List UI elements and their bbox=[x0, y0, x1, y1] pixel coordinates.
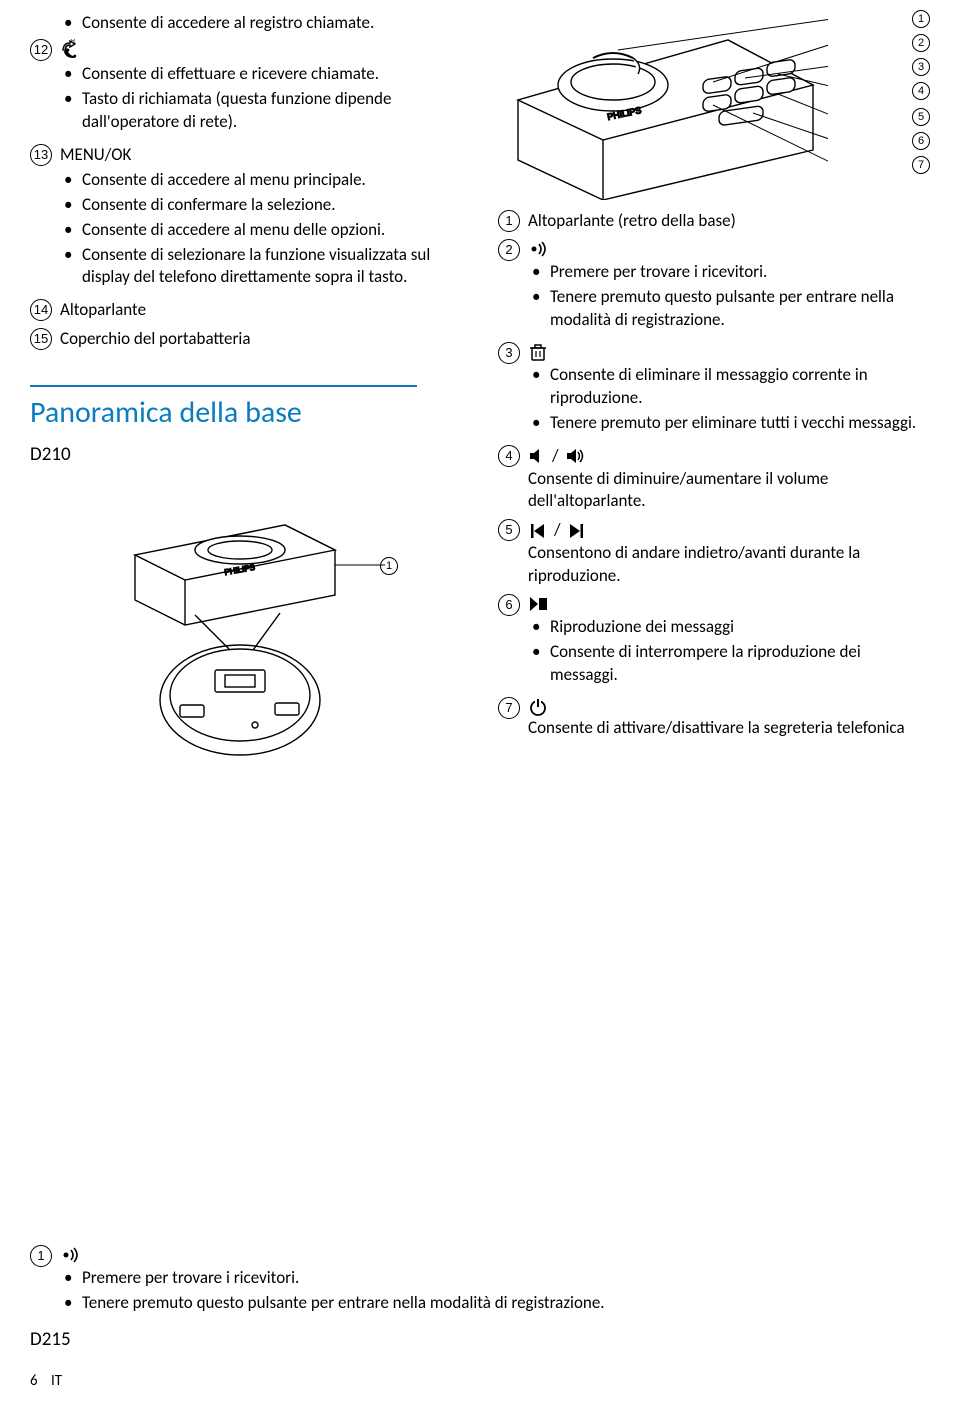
separator: / bbox=[554, 519, 561, 542]
item-number: 2 bbox=[498, 239, 520, 261]
footer-block: 1 Premere per trovare i ricevitori. Tene… bbox=[30, 1245, 930, 1361]
volume-down-icon bbox=[528, 446, 546, 466]
continuation-block: Consente di accedere al registro chiamat… bbox=[30, 12, 460, 35]
device-callout: 4 bbox=[912, 82, 930, 100]
item-number: 13 bbox=[30, 144, 52, 166]
device-callout: 1 bbox=[912, 10, 930, 28]
item-number: 7 bbox=[498, 697, 520, 719]
bullet-text: Tenere premuto per eliminare tutti i vec… bbox=[550, 412, 930, 435]
skip-prev-icon bbox=[528, 521, 548, 541]
item-label: MENU/OK bbox=[60, 144, 460, 167]
bullet-text: Consente di accedere al menu principale. bbox=[82, 169, 460, 192]
bullet-text: Tenere premuto questo pulsante per entra… bbox=[82, 1292, 930, 1315]
base-item-1: 1 Altoparlante (retro della base) bbox=[498, 210, 930, 233]
item-number: 3 bbox=[498, 342, 520, 364]
d210-diagram: PHILIPS 1 bbox=[30, 485, 460, 765]
item-number: 1 bbox=[30, 1245, 52, 1267]
volume-up-icon bbox=[565, 446, 587, 466]
device-callout: 3 bbox=[912, 58, 930, 76]
base-item-6: 6 Riproduzione dei messaggi Consente di … bbox=[498, 594, 930, 691]
page-lang: IT bbox=[51, 1372, 62, 1390]
paging-icon bbox=[528, 239, 550, 259]
power-icon bbox=[528, 697, 548, 717]
base-item-4: 4 / Consente di diminuire/aumentare il v… bbox=[498, 445, 930, 514]
base-item-5: 5 / Consentono di andare indietro/avanti… bbox=[498, 519, 930, 588]
bullet-text: Tasto di richiamata (questa funzione dip… bbox=[82, 88, 460, 134]
device-callout: 2 bbox=[912, 34, 930, 52]
base-item-2: 2 Premere per trovare i ricevitori. Tene… bbox=[498, 239, 930, 336]
bullet-text: Riproduzione dei messaggi bbox=[550, 616, 930, 639]
bullet-text: Consente di interrompere la riproduzione… bbox=[550, 641, 930, 687]
item-number: 6 bbox=[498, 594, 520, 616]
item-14: 14 Altoparlante bbox=[30, 299, 460, 322]
separator: / bbox=[552, 445, 559, 468]
redial-icon bbox=[60, 39, 82, 61]
item-13: 13 MENU/OK Consente di accedere al menu … bbox=[30, 144, 460, 294]
play-stop-icon bbox=[528, 594, 550, 614]
bullet-text: Premere per trovare i ricevitori. bbox=[550, 261, 930, 284]
model-label: D210 bbox=[30, 442, 460, 468]
item-label: Altoparlante (retro della base) bbox=[528, 210, 930, 233]
item-number: 4 bbox=[498, 445, 520, 467]
item-number: 12 bbox=[30, 39, 52, 61]
d215-base-diagram: PHILIPS bbox=[498, 10, 930, 210]
footer-item-1: 1 Premere per trovare i ricevitori. Tene… bbox=[30, 1245, 930, 1319]
base-item-3: 3 Consente di eliminare il messaggio cor… bbox=[498, 342, 930, 439]
paging-icon bbox=[60, 1245, 82, 1265]
item-text: Consentono di andare indietro/avanti dur… bbox=[528, 542, 930, 588]
bullet-text: Consente di selezionare la funzione visu… bbox=[82, 244, 460, 290]
trash-icon bbox=[528, 342, 548, 362]
bullet-text: Consente di confermare la selezione. bbox=[82, 194, 460, 217]
item-label: Coperchio del portabatteria bbox=[60, 328, 460, 351]
item-number: 5 bbox=[498, 519, 520, 541]
page-footer: 6 IT bbox=[30, 1371, 62, 1391]
item-15: 15 Coperchio del portabatteria bbox=[30, 328, 460, 351]
item-label: Altoparlante bbox=[60, 299, 460, 322]
footer-model: D215 bbox=[30, 1327, 930, 1353]
device-callout: 5 bbox=[912, 108, 930, 126]
section-title: Panoramica della base bbox=[30, 385, 417, 434]
device-callout: 7 bbox=[912, 156, 930, 174]
item-number: 15 bbox=[30, 328, 52, 350]
bullet-text: Consente di eliminare il messaggio corre… bbox=[550, 364, 930, 410]
bullet-text: Consente di accedere al registro chiamat… bbox=[82, 12, 460, 35]
bullet-text: Premere per trovare i ricevitori. bbox=[82, 1267, 930, 1290]
item-12: 12 Consente di effettuare e ricevere chi… bbox=[30, 39, 460, 138]
item-text: Consente di diminuire/aumentare il volum… bbox=[528, 468, 930, 514]
base-item-7: 7 Consente di attivare/disattivare la se… bbox=[498, 697, 930, 740]
page-number: 6 bbox=[30, 1372, 38, 1390]
bullet-text: Consente di accedere al menu delle opzio… bbox=[82, 219, 460, 242]
skip-next-icon bbox=[567, 521, 587, 541]
bullet-text: Consente di effettuare e ricevere chiama… bbox=[82, 63, 460, 86]
item-number: 1 bbox=[498, 210, 520, 232]
bullet-text: Tenere premuto questo pulsante per entra… bbox=[550, 286, 930, 332]
device-callout: 6 bbox=[912, 132, 930, 150]
item-number: 14 bbox=[30, 299, 52, 321]
item-text: Consente di attivare/disattivare la segr… bbox=[528, 717, 930, 740]
